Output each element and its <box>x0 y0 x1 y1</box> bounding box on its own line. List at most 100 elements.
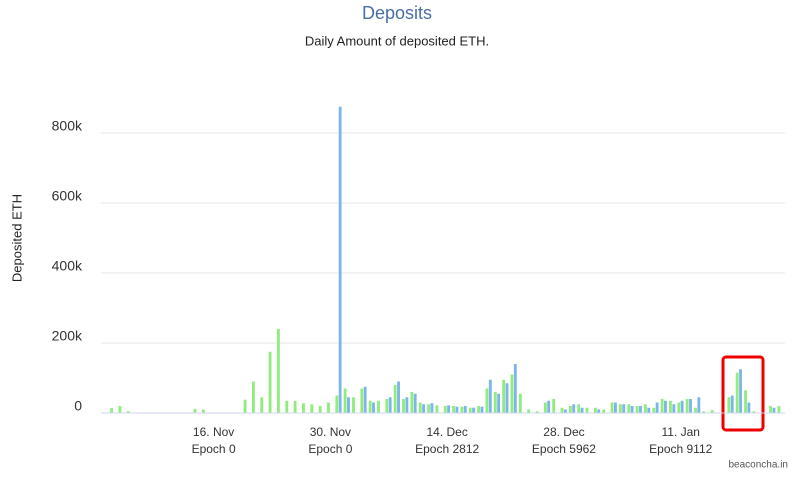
bar <box>277 329 280 413</box>
bar <box>669 400 672 413</box>
bar <box>393 385 397 413</box>
bar <box>535 411 539 413</box>
bar <box>510 374 514 413</box>
bar <box>118 406 122 413</box>
bar <box>580 407 584 413</box>
bar <box>452 406 456 413</box>
bar <box>560 407 564 413</box>
bar <box>477 406 481 413</box>
bar <box>497 393 501 413</box>
bar <box>251 381 255 413</box>
bar <box>513 364 517 413</box>
bar <box>443 406 447 413</box>
bar <box>260 397 264 413</box>
bar <box>518 393 522 413</box>
bar <box>672 404 676 413</box>
bar <box>630 406 634 413</box>
bar <box>388 397 392 413</box>
bar <box>730 395 734 413</box>
bar <box>702 411 706 413</box>
bar <box>697 397 701 413</box>
bar <box>593 407 597 413</box>
bar <box>652 407 656 413</box>
bar <box>505 383 509 413</box>
bar <box>430 403 434 413</box>
bar <box>413 393 417 413</box>
y-tick-label: 0 <box>74 398 82 414</box>
bar <box>694 407 697 413</box>
chart-subtitle: Daily Amount of deposited ETH. <box>305 33 489 48</box>
x-tick-sublabel: Epoch 0 <box>308 442 352 456</box>
x-tick-label: 11. Jan <box>661 425 699 439</box>
bar <box>201 409 205 413</box>
bar <box>543 402 547 413</box>
bar <box>577 404 581 413</box>
bar <box>472 407 476 413</box>
bar <box>422 404 425 413</box>
bar <box>310 404 314 413</box>
y-tick-label: 600k <box>52 188 83 204</box>
bar <box>660 399 664 413</box>
bar <box>338 106 342 413</box>
credit: beaconcha.in <box>729 460 789 471</box>
bar <box>772 407 776 413</box>
bar <box>710 410 714 413</box>
bar <box>563 409 567 413</box>
bar <box>585 407 589 413</box>
bar <box>427 404 430 413</box>
bar <box>126 411 130 413</box>
bar <box>739 369 742 413</box>
bar <box>735 372 739 413</box>
bar <box>644 404 647 413</box>
y-tick-label: 200k <box>52 328 83 344</box>
bar <box>680 400 684 413</box>
highlight-box <box>721 355 765 432</box>
bar <box>110 408 114 413</box>
bar <box>727 397 731 413</box>
bar <box>385 399 389 413</box>
y-tick-label: 400k <box>52 258 83 274</box>
bar <box>343 388 347 413</box>
bar <box>418 402 422 413</box>
chart-title: Deposits <box>362 3 432 23</box>
bar <box>335 395 339 413</box>
bar <box>777 406 781 413</box>
bar <box>347 397 350 413</box>
x-tick-sublabel: Epoch 0 <box>192 442 236 456</box>
bar <box>568 406 572 413</box>
bar <box>547 400 551 413</box>
bar <box>614 402 617 413</box>
bar <box>677 402 681 413</box>
bar <box>502 379 506 413</box>
bar <box>410 392 414 413</box>
bar <box>635 406 639 413</box>
bar <box>572 404 576 413</box>
bar <box>463 406 467 413</box>
x-tick-sublabel: Epoch 2812 <box>415 442 479 456</box>
bar <box>293 400 297 413</box>
bar <box>493 392 497 413</box>
x-tick-label: 14. Dec <box>426 425 467 439</box>
x-tick-sublabel: Epoch 5962 <box>532 442 596 456</box>
bar <box>368 400 372 413</box>
bar <box>302 403 305 413</box>
bar <box>405 397 409 413</box>
bar <box>447 405 451 413</box>
bar <box>622 404 626 413</box>
bar <box>488 379 492 413</box>
bar <box>752 411 756 413</box>
bar <box>769 406 772 413</box>
bar <box>602 409 606 413</box>
bar <box>619 404 622 413</box>
x-tick-label: 30. Nov <box>310 425 351 439</box>
bar <box>360 388 364 413</box>
bar <box>460 406 464 413</box>
bar <box>468 407 472 413</box>
x-tick-label: 16. Nov <box>193 425 234 439</box>
bar <box>372 402 375 413</box>
bar <box>485 388 489 413</box>
bar <box>552 399 556 413</box>
bar <box>647 407 651 413</box>
bar <box>318 406 322 413</box>
